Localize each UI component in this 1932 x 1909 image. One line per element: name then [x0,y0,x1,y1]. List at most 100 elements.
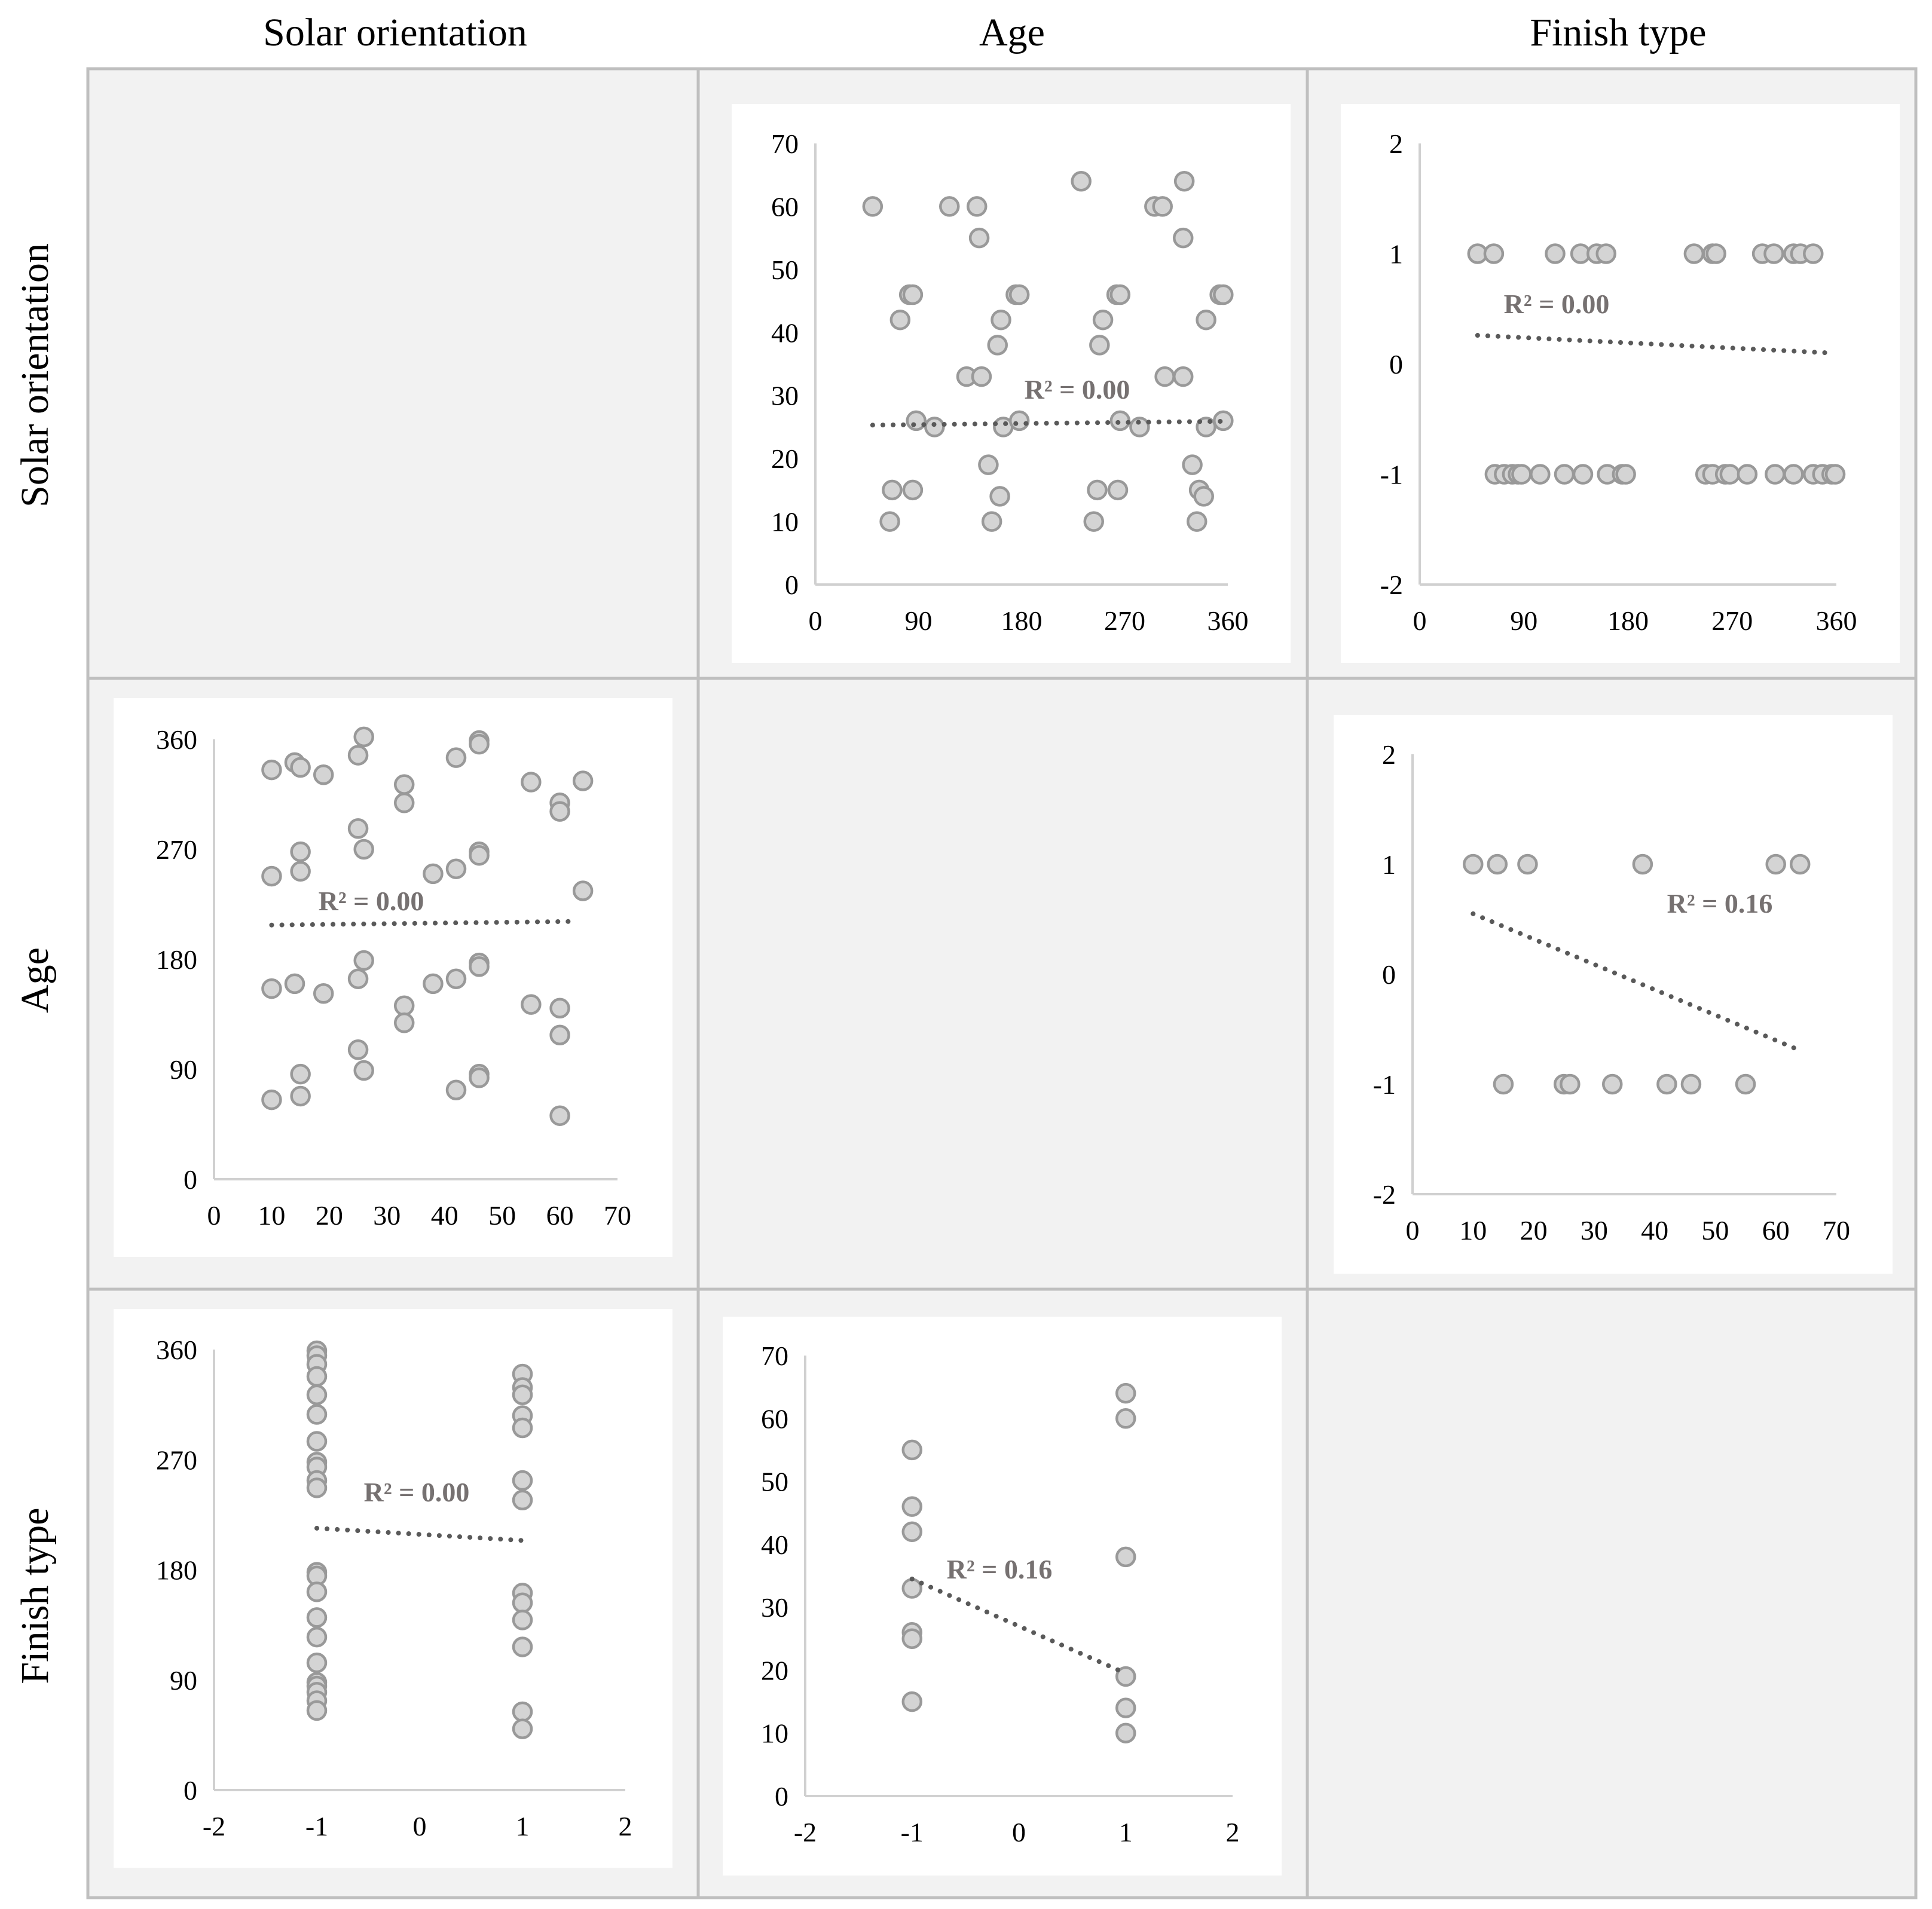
data-point [306,1607,328,1628]
data-point [347,1039,369,1060]
data-point [1554,464,1575,485]
data-point [306,1626,328,1648]
data-point [1632,853,1653,875]
data-point [1735,1073,1756,1095]
y-tick-label: 90 [170,1054,197,1085]
x-tick-label: 180 [1001,605,1043,636]
chart-panel-background [723,1317,1282,1876]
data-point [549,1105,570,1126]
chart-panel-background [114,698,672,1257]
data-point [353,950,374,971]
trendline [870,418,1225,428]
x-tick-label: 1 [1119,1817,1133,1847]
data-point [347,818,369,839]
data-point [1463,853,1484,875]
data-point [512,1718,533,1739]
x-tick-label: 50 [1701,1215,1729,1246]
data-point [284,973,305,995]
column-header-finish-type: Finish type [1530,11,1706,54]
x-tick-label: 90 [1510,605,1537,636]
x-tick-label: 60 [546,1200,574,1231]
data-point [353,726,374,748]
column-header-age: Age [979,11,1045,54]
y-tick-label: -1 [1373,1069,1396,1100]
data-point [1008,284,1030,305]
data-point [306,1366,328,1387]
y-tick-label: 0 [775,1781,788,1812]
data-point [423,973,444,995]
data-point [971,366,992,387]
data-point [512,1701,533,1723]
data-point [549,1024,570,1046]
data-point [1487,853,1508,875]
data-point [512,1610,533,1630]
data-point [290,861,311,882]
data-point [549,998,570,1019]
y-tick-label: 1 [1382,849,1396,880]
data-point [1115,1723,1136,1743]
data-point [347,745,369,766]
matrix-cell-r1-c1 [696,677,1309,1291]
y-tick-label: 360 [156,1335,197,1365]
y-tick-label: 360 [156,724,197,755]
data-point [1824,464,1846,485]
row-header-finish-type: Finish type [13,1507,57,1684]
y-tick-label: 270 [156,1445,197,1475]
y-tick-label: -1 [1380,460,1403,490]
data-point [1705,243,1726,264]
data-point [1154,366,1175,387]
y-tick-label: 10 [761,1718,788,1749]
y-tick-label: 0 [1382,959,1396,990]
y-tick-label: -2 [1373,1179,1396,1210]
y-tick-label: 0 [184,1164,197,1195]
data-point [1545,243,1566,264]
x-tick-label: 60 [1762,1215,1790,1246]
chart-orientation-vs-age: 0 10 20 30 40 50 60 70 0 90 180 270 360 R² = 0.00 [732,104,1291,663]
x-tick-label: 40 [431,1200,458,1231]
data-point [1719,464,1741,485]
data-point [1595,243,1616,264]
x-tick-label: 0 [809,605,823,636]
row-header-solar-orientation: Solar orientation [13,243,57,507]
x-tick-label: 360 [1816,605,1857,636]
data-point [313,983,334,1004]
data-point [549,801,570,822]
data-point [572,770,594,791]
data-point [393,1012,415,1033]
data-point [306,1404,328,1425]
x-tick-label: -1 [305,1811,328,1841]
data-point [1683,243,1705,264]
data-point [1173,366,1194,387]
data-point [306,1652,328,1674]
data-point [445,968,467,989]
data-point [901,1578,922,1599]
trendline [314,1525,525,1543]
x-tick-label: 20 [1520,1215,1548,1246]
chart-panel-background [1334,715,1893,1274]
data-point [1213,410,1234,432]
data-point [445,747,467,768]
data-point [469,956,490,977]
x-tick-label: 0 [1406,1215,1420,1246]
x-tick-label: 90 [905,605,933,636]
x-tick-label: 50 [488,1200,516,1231]
data-point [967,196,988,217]
chart-finish-vs-orientation: 0 90 180 270 360 -2 -1 0 1 2 R² = 0.00 [114,1309,672,1868]
matrix-cell-r0-c0 [86,67,700,680]
data-point [1071,171,1092,192]
y-tick-label: 30 [761,1592,788,1623]
data-point [1107,479,1129,501]
data-point [1196,309,1216,331]
data-point [978,454,999,475]
data-point [981,511,1002,532]
data-point [901,1691,922,1712]
data-point [882,479,903,501]
data-point [906,410,927,432]
data-point [393,793,415,813]
data-point [261,759,282,781]
data-point [1083,511,1104,532]
data-point [1493,1073,1514,1095]
data-point [512,1636,533,1657]
